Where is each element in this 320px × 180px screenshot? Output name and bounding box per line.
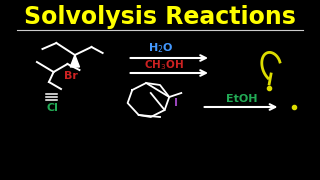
Text: I: I bbox=[174, 98, 178, 108]
Text: Br: Br bbox=[64, 71, 78, 81]
Text: Solvolysis Reactions: Solvolysis Reactions bbox=[24, 5, 296, 29]
Text: H$_2$O: H$_2$O bbox=[148, 41, 174, 55]
Text: Cl: Cl bbox=[47, 103, 59, 113]
Text: EtOH: EtOH bbox=[226, 94, 257, 104]
Text: CH$_3$OH: CH$_3$OH bbox=[144, 58, 184, 72]
Polygon shape bbox=[70, 55, 79, 67]
